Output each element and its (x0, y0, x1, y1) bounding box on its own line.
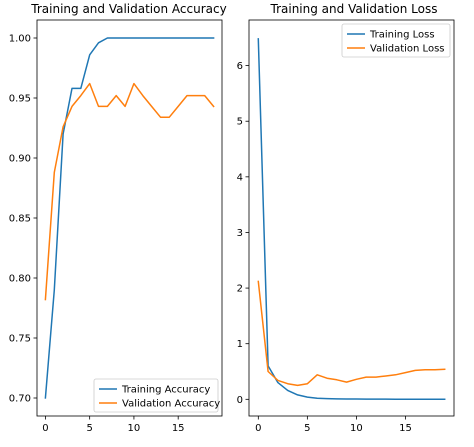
accuracy-y-tick-label: 0.70 (9, 394, 31, 405)
accuracy-y-tick-label: 0.90 (9, 154, 31, 165)
loss-x-tick-label: 10 (350, 423, 363, 434)
accuracy-x-tick-label: 5 (86, 423, 92, 434)
accuracy-y-tick-label: 1.00 (9, 34, 31, 45)
loss-series-line-validation (257, 280, 446, 387)
loss-y-tick-label: 5 (237, 117, 243, 128)
loss-y-tick-label: 2 (237, 284, 243, 295)
loss-legend: Training Loss Validation Loss (341, 23, 451, 58)
accuracy-x-tick-label: 15 (172, 423, 185, 434)
loss-y-tick-label: 6 (237, 61, 243, 72)
loss-x-tick-label: 15 (399, 423, 412, 434)
loss-y-tick-label: 1 (237, 339, 243, 350)
loss-y-tick-label: 3 (237, 228, 243, 239)
accuracy-plot-frame (36, 19, 223, 417)
loss-series-line-training (257, 38, 446, 400)
accuracy-series-line-validation (44, 82, 215, 301)
accuracy-y-tick-label: 0.95 (9, 94, 31, 105)
accuracy-legend: Training Accuracy Validation Accuracy (93, 378, 220, 413)
loss-chart: Training and Validation Loss 0 1 2 3 4 5 6 0 5 10… (237, 2, 455, 434)
loss-legend-label: Training Loss (369, 30, 435, 41)
accuracy-x-tick-label: 0 (42, 423, 48, 434)
accuracy-y-tick-label: 0.80 (9, 274, 31, 285)
loss-legend-label: Validation Loss (370, 44, 445, 55)
accuracy-legend-label: Training Accuracy (121, 385, 210, 396)
accuracy-legend-box (93, 378, 219, 413)
loss-y-tick-label: 0 (237, 395, 243, 406)
accuracy-y-tick-label: 0.75 (9, 334, 31, 345)
accuracy-series-line-training (44, 37, 215, 399)
accuracy-legend-label: Validation Accuracy (122, 399, 220, 410)
loss-legend-box (341, 23, 451, 58)
loss-y-tick-label: 4 (237, 172, 243, 183)
accuracy-x-tick-label: 10 (128, 423, 141, 434)
accuracy-chart-title: Training and Validation Accuracy (30, 2, 226, 16)
loss-plot-frame (248, 19, 455, 417)
loss-x-tick-label: 0 (255, 423, 261, 434)
loss-chart-title: Training and Validation Loss (270, 2, 438, 16)
loss-x-tick-label: 5 (304, 423, 310, 434)
accuracy-chart: Training and Validation Accuracy 0.70 0.7… (9, 2, 227, 434)
accuracy-y-tick-label: 0.85 (9, 214, 31, 225)
